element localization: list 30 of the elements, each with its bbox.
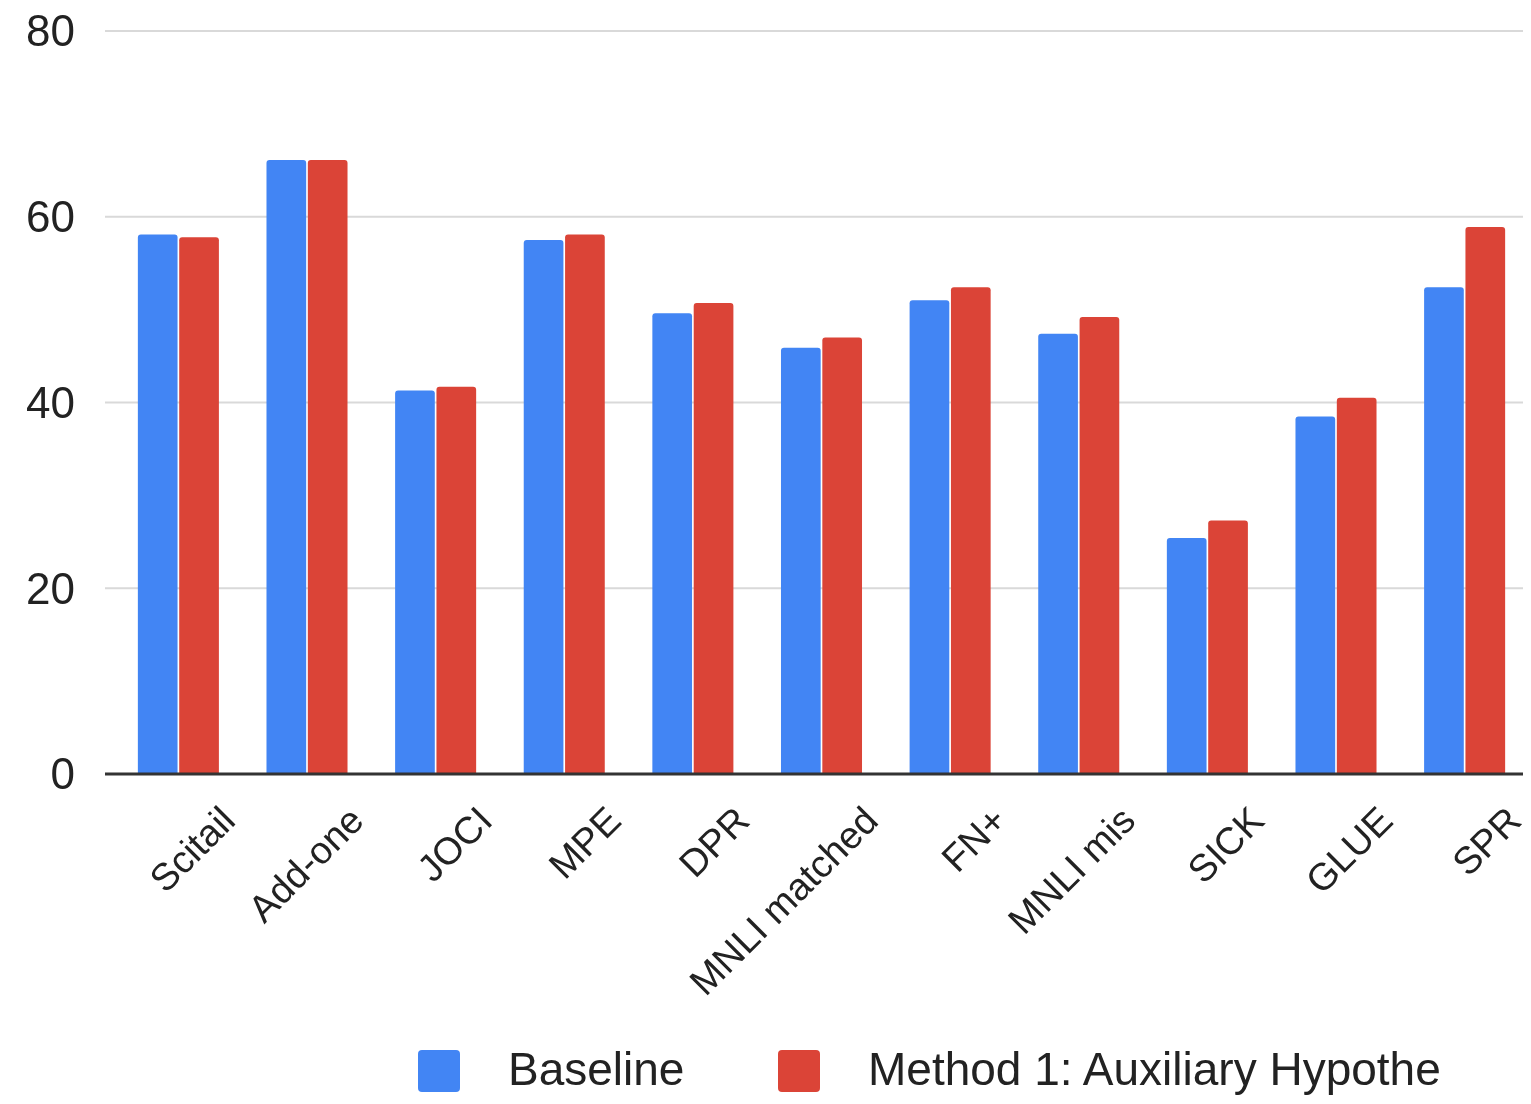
bar bbox=[909, 300, 950, 774]
bar bbox=[565, 234, 605, 774]
legend-label: Method 1: Auxiliary Hypothe bbox=[868, 1043, 1441, 1095]
bar bbox=[436, 386, 477, 774]
bar bbox=[950, 287, 991, 774]
bar bbox=[395, 390, 435, 774]
bar bbox=[266, 160, 307, 774]
bar bbox=[780, 347, 821, 774]
y-tick-label: 80 bbox=[26, 6, 75, 56]
bar bbox=[179, 237, 219, 774]
bar bbox=[822, 337, 863, 774]
bar bbox=[1295, 416, 1336, 774]
bar bbox=[1166, 538, 1207, 774]
x-tick-label: FN+ bbox=[933, 798, 1015, 880]
y-tick-label: 20 bbox=[26, 563, 75, 613]
y-tick-label: 0 bbox=[50, 749, 75, 799]
bar bbox=[137, 234, 178, 774]
bar bbox=[1038, 333, 1078, 774]
y-tick-label: 40 bbox=[26, 377, 75, 427]
bar bbox=[693, 303, 734, 774]
bar bbox=[1424, 287, 1464, 774]
bar bbox=[307, 160, 348, 774]
bar bbox=[1336, 397, 1377, 774]
bar bbox=[1465, 226, 1506, 774]
y-tick-label: 60 bbox=[26, 192, 75, 242]
bar bbox=[1079, 317, 1120, 774]
bar bbox=[523, 239, 564, 774]
bar bbox=[652, 313, 693, 774]
legend-label: Baseline bbox=[508, 1043, 685, 1095]
bar bbox=[1208, 520, 1248, 774]
